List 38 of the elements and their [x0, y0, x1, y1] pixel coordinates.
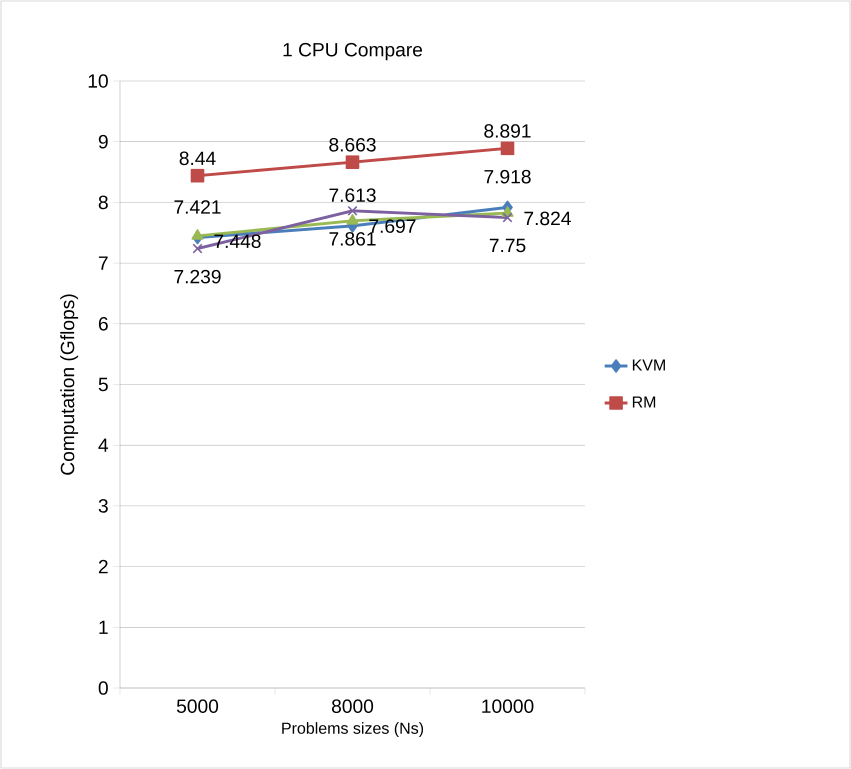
data-label: 8.891	[484, 124, 531, 138]
y-tick-label: 6	[98, 317, 108, 331]
data-label: 7.861	[329, 232, 376, 246]
point	[500, 142, 514, 156]
y-tick-label: 7	[98, 256, 108, 270]
x-tick-label: 8000	[332, 699, 374, 713]
chart-title: 1 CPU Compare	[284, 42, 422, 60]
data-label: 8.44	[180, 152, 216, 166]
x-axis-title: Problems sizes (Ns)	[282, 722, 424, 738]
point	[347, 206, 358, 216]
y-tick-label: 9	[98, 134, 108, 148]
legend-label: RM	[632, 396, 656, 408]
data-label: 8.663	[329, 138, 376, 152]
point	[346, 155, 360, 169]
data-label: 7.697	[369, 219, 416, 233]
y-tick-label: 0	[98, 681, 108, 695]
x-tick-label: 5000	[176, 699, 218, 713]
legend-label: KVM	[632, 360, 665, 370]
y-tick-label: 4	[98, 438, 108, 452]
x-tick-label: 10000	[482, 699, 534, 713]
y-tick-label: 2	[98, 560, 108, 574]
point	[192, 229, 204, 240]
y-tick-label: 10	[88, 74, 108, 88]
data-label: 7.421	[174, 200, 221, 214]
y-tick-label: 8	[98, 196, 108, 210]
data-label: 7.239	[174, 270, 221, 284]
point	[502, 212, 513, 223]
data-label: 7.613	[329, 188, 376, 202]
data-label: 7.75	[490, 238, 526, 252]
y-axis-title: Computation (Gflops)	[60, 294, 78, 475]
data-label: 7.918	[484, 170, 531, 184]
point	[346, 214, 358, 225]
point	[192, 244, 203, 254]
y-tick-label: 5	[98, 378, 108, 392]
point	[190, 168, 204, 182]
y-tick-label: 1	[99, 620, 108, 634]
data-label: 7.824	[524, 212, 571, 226]
y-tick-label: 3	[98, 499, 108, 513]
